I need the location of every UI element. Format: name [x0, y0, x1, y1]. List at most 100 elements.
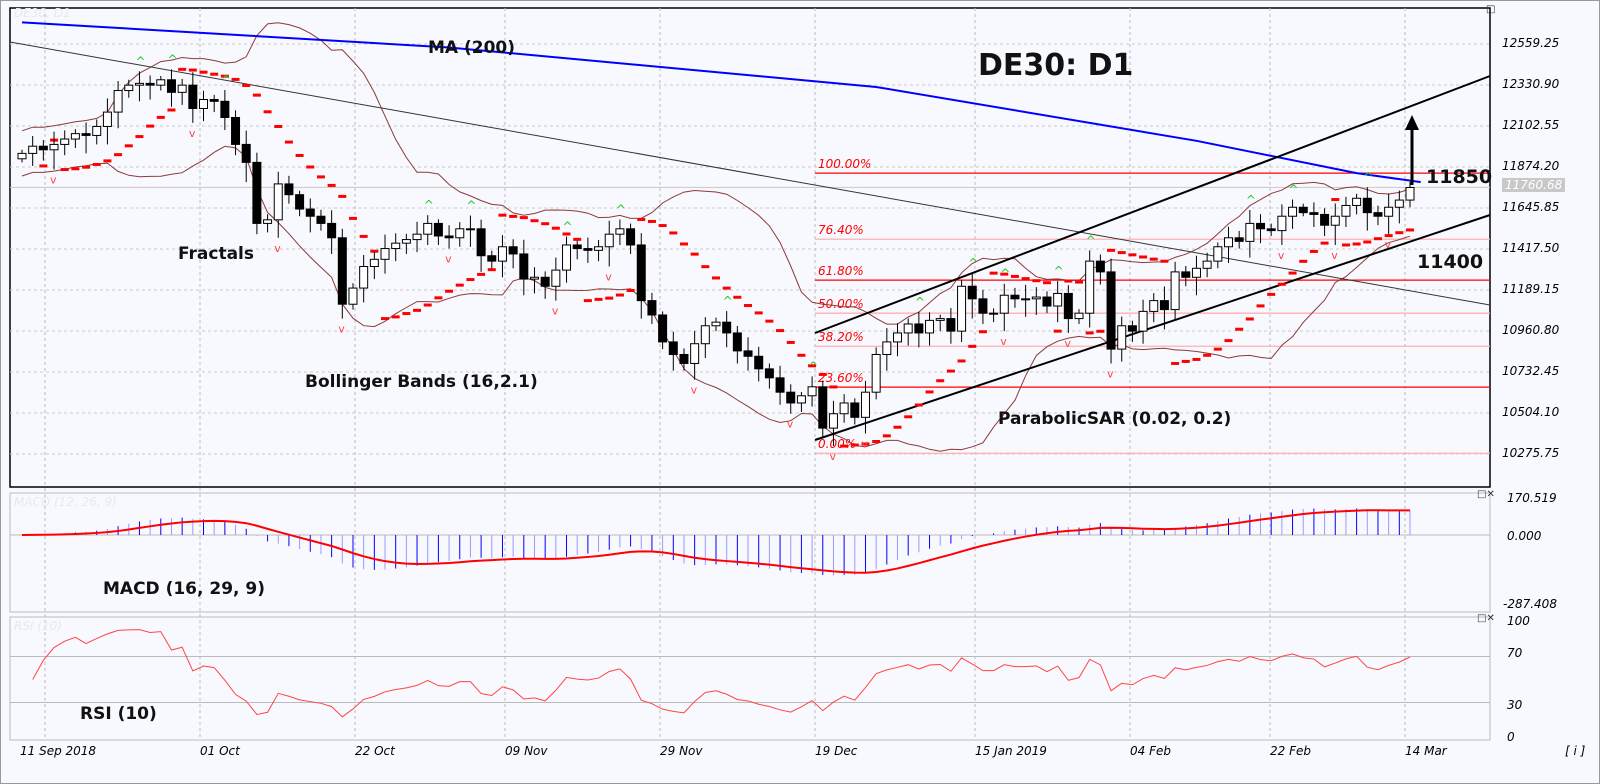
candle-body — [1063, 292, 1073, 320]
sar-dot — [882, 434, 891, 438]
candle-body — [850, 402, 860, 418]
sar-dot — [573, 237, 582, 241]
sar-dot — [445, 289, 454, 293]
candle-body — [551, 269, 561, 287]
sar-dot — [1341, 243, 1350, 247]
date-tick: 19 Dec — [815, 744, 858, 758]
candle-body — [220, 100, 230, 118]
candle-body — [604, 233, 614, 248]
candle-body — [1234, 237, 1244, 242]
candle-body — [860, 391, 870, 418]
candle-body — [1266, 228, 1276, 232]
sar-dot — [1075, 280, 1084, 284]
date-tick: 09 Nov — [505, 744, 548, 758]
sar-dot — [690, 252, 699, 256]
candle-body — [348, 287, 358, 305]
candle-body — [401, 239, 411, 244]
up-fractal-icon: ^ — [1363, 170, 1373, 184]
current-price-label: 11760.68 — [1502, 178, 1566, 192]
candle-body — [1021, 298, 1031, 301]
rsi-window-controls[interactable]: □✕ — [1477, 613, 1495, 624]
sar-dot — [936, 379, 945, 383]
candle-body — [658, 314, 668, 343]
candle-body — [1362, 197, 1372, 214]
candle-body — [497, 246, 507, 262]
channel-lower — [814, 214, 1491, 441]
candle-body — [636, 244, 646, 302]
candle-body — [1138, 310, 1148, 332]
fib-label: 38.20% — [818, 330, 864, 344]
sar-dot — [679, 242, 688, 246]
up-fractal-icon: ^ — [1246, 193, 1256, 207]
sar-dot — [391, 315, 400, 319]
sar-dot — [231, 77, 240, 81]
sar-dot — [487, 268, 496, 272]
price-tick: 11189.15 — [1502, 282, 1560, 296]
sar-dot — [1256, 304, 1265, 308]
sar-dot — [818, 372, 827, 376]
candle-body — [359, 266, 369, 289]
sar-dot — [808, 364, 817, 368]
sar-dot — [1331, 198, 1340, 202]
down-fractal-icon: v — [605, 271, 612, 284]
sar-dot — [1107, 248, 1116, 252]
sar-dot — [541, 222, 550, 226]
sar-dot — [893, 425, 902, 429]
faint-symbol-label: DE30, D1 — [14, 6, 71, 20]
sar-dot — [658, 224, 667, 228]
sar-dot — [1053, 329, 1062, 333]
arrow-up-icon — [1405, 115, 1419, 130]
sar-dot — [1277, 282, 1286, 286]
up-fractal-icon: ^ — [1000, 267, 1010, 281]
price-tick: 12330.90 — [1502, 77, 1560, 91]
sar-dot — [861, 442, 870, 446]
candle-body — [337, 237, 347, 305]
fib-label: 50.00% — [818, 297, 864, 311]
sar-dot — [199, 70, 208, 74]
sar-dot — [583, 299, 592, 303]
sar-dot — [60, 168, 69, 172]
rsi-faint-label: RSI (10) — [14, 619, 62, 633]
sar-dot — [1363, 240, 1372, 244]
rsi-tick-100: 100 — [1507, 614, 1530, 628]
sar-dot — [263, 110, 272, 114]
sar-dot — [381, 317, 390, 321]
sar-dot — [477, 272, 486, 276]
candle-body — [1384, 206, 1394, 217]
sar-dot — [1309, 249, 1318, 253]
candle-body — [786, 391, 796, 404]
down-fractal-icon: v — [1385, 238, 1392, 251]
info-button[interactable]: [ i ] — [1565, 744, 1586, 758]
candle-body — [978, 298, 988, 314]
fib-label: 0.00% — [818, 437, 856, 451]
candle-body — [199, 99, 209, 110]
candle-body — [711, 321, 721, 327]
sar-dot — [1192, 357, 1201, 361]
down-fractal-icon: v — [861, 437, 868, 450]
sar-dot — [327, 183, 336, 187]
down-fractal-icon: v — [50, 174, 57, 187]
sar-dot — [776, 329, 785, 333]
candle-body — [1373, 212, 1383, 217]
macd-window-controls[interactable]: □✕ — [1477, 489, 1495, 500]
sar-dot — [1085, 331, 1094, 335]
sar-dot — [188, 68, 197, 72]
candle-body — [305, 208, 315, 217]
sar-dot — [1245, 317, 1254, 321]
candle-body — [957, 285, 967, 332]
macd-annotation: MACD (16, 29, 9) — [103, 579, 266, 599]
down-fractal-icon: v — [1331, 249, 1338, 262]
candle-body — [273, 183, 283, 221]
candle-body — [1149, 300, 1159, 312]
sar-dot — [519, 216, 528, 220]
rsi-line — [32, 629, 1411, 718]
maximize-main-icon[interactable]: □ — [1486, 4, 1496, 15]
sar-dot — [135, 135, 144, 139]
sar-dot — [103, 159, 112, 163]
sar-dot — [1171, 361, 1180, 365]
sar-dot — [1395, 231, 1404, 235]
sar-dot — [413, 308, 422, 312]
fractals-annotation: Fractals — [178, 244, 255, 264]
up-fractal-icon: ^ — [1054, 264, 1064, 278]
candle-body — [796, 395, 806, 404]
